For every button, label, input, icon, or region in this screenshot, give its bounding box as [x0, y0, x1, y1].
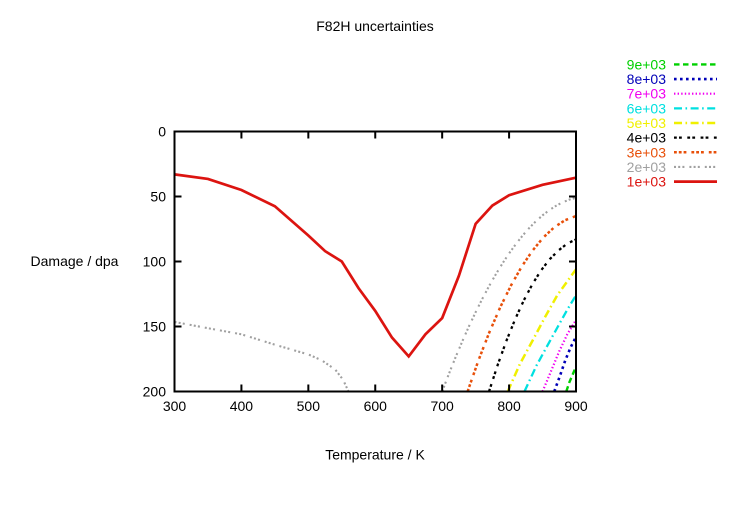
- legend-label-1e+03: 1e+03: [627, 174, 667, 190]
- contour-line-9e+03: [565, 366, 578, 392]
- plot-area: 300 400 500 600 700 800 900 0 50 100 150 200: [143, 124, 588, 415]
- contour-line-2e+03: [174, 320, 350, 392]
- legend-label-5e+03: 5e+03: [627, 115, 667, 131]
- legend-label-8e+03: 8e+03: [627, 71, 667, 87]
- contour-line-7e+03: [541, 319, 577, 392]
- y-tick-label: 100: [143, 254, 167, 270]
- y-tick-label: 200: [143, 384, 167, 400]
- y-axis-label: Damage / dpa: [31, 253, 119, 269]
- legend-label-3e+03: 3e+03: [627, 144, 667, 160]
- legend-label-9e+03: 9e+03: [627, 56, 667, 72]
- contour-line-1e+03: [174, 173, 577, 359]
- legend-label-2e+03: 2e+03: [627, 159, 667, 175]
- contour-line-3e+03: [466, 214, 577, 392]
- y-tick-label: 50: [150, 189, 166, 205]
- x-tick-label: 300: [163, 398, 187, 414]
- legend-label-4e+03: 4e+03: [627, 130, 667, 146]
- plot-border: [173, 130, 577, 393]
- chart-title: F82H uncertainties: [316, 18, 434, 34]
- x-tick-label: 900: [564, 398, 588, 414]
- x-axis-label: Temperature / K: [325, 447, 425, 463]
- legend-label-6e+03: 6e+03: [627, 100, 667, 116]
- y-tick-label: 0: [158, 124, 166, 140]
- legend-label-7e+03: 7e+03: [627, 86, 667, 102]
- x-tick-label: 600: [364, 398, 388, 414]
- y-tick-label: 150: [143, 319, 167, 335]
- legend: 9e+038e+037e+036e+035e+034e+033e+032e+03…: [627, 56, 717, 190]
- contour-line-8e+03: [553, 336, 578, 392]
- contour-line-6e+03: [523, 294, 577, 392]
- x-tick-label: 400: [230, 398, 254, 414]
- x-tick-label: 800: [497, 398, 521, 414]
- contour-line-2e+03: [441, 196, 577, 392]
- contour-line-4e+03: [487, 238, 577, 392]
- x-tick-label: 700: [430, 398, 454, 414]
- x-tick-label: 500: [297, 398, 321, 414]
- contour-line-5e+03: [506, 268, 578, 393]
